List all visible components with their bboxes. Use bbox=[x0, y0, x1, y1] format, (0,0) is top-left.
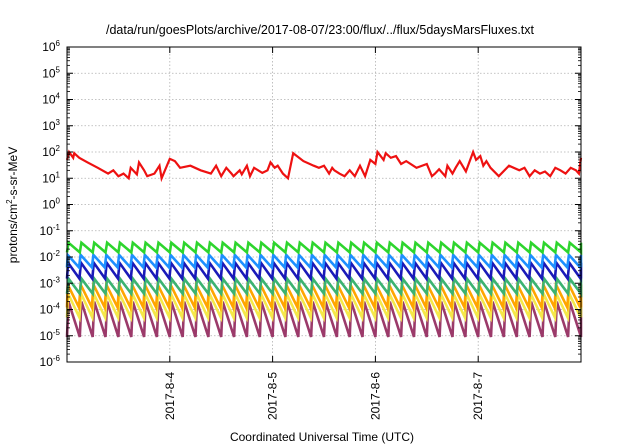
y-tick-label-exp: -4 bbox=[53, 302, 61, 311]
y-tick-label-base: 10 bbox=[40, 303, 54, 317]
y-tick-label-exp: 6 bbox=[56, 39, 61, 48]
sawtooth-series-line bbox=[65, 259, 583, 283]
y-tick-label: 102 bbox=[42, 144, 60, 159]
y-axis-label: protons/cm2-s-sr-MeV bbox=[5, 147, 20, 263]
sawtooth-series-line bbox=[65, 288, 583, 323]
y-tick-label: 105 bbox=[42, 65, 60, 80]
y-tick-label-base: 10 bbox=[42, 66, 56, 80]
y-tick-label-base: 10 bbox=[42, 40, 56, 54]
y-tick-label-exp: -1 bbox=[53, 223, 61, 232]
y-tick-label: 10-1 bbox=[40, 223, 61, 238]
sawtooth-series-line bbox=[65, 251, 583, 271]
sawtooth-series-line bbox=[65, 279, 583, 313]
y-tick-label-exp: 0 bbox=[56, 197, 61, 206]
y-tick-label-exp: -6 bbox=[53, 354, 61, 363]
x-tick-label: 2017-8-7 bbox=[471, 372, 485, 420]
y-tick-label: 10-5 bbox=[40, 328, 61, 343]
y-tick-label-exp: -5 bbox=[53, 328, 61, 337]
y-tick-label-exp: 3 bbox=[56, 118, 61, 127]
y-axis-label-sup: 2 bbox=[5, 199, 14, 204]
y-tick-label: 103 bbox=[42, 118, 60, 133]
y-tick-label-base: 10 bbox=[42, 119, 56, 133]
x-tick-label: 2017-8-6 bbox=[368, 372, 382, 420]
y-tick-label: 101 bbox=[42, 170, 60, 185]
y-tick-label-exp: 4 bbox=[56, 92, 61, 101]
y-tick-label-base: 10 bbox=[42, 93, 56, 107]
x-tick-label: 2017-8-5 bbox=[266, 372, 280, 420]
y-tick-label-base: 10 bbox=[40, 329, 54, 343]
x-axis-label: Coordinated Universal Time (UTC) bbox=[230, 430, 414, 444]
y-tick-label: 100 bbox=[42, 197, 60, 212]
y-tick-label: 10-4 bbox=[40, 302, 61, 317]
y-tick-label-exp: 1 bbox=[56, 170, 61, 179]
y-tick-label-exp: 5 bbox=[56, 65, 61, 74]
y-tick-label: 104 bbox=[42, 92, 60, 107]
y-axis-label-rest: -s-sr-MeV bbox=[6, 147, 20, 200]
y-tick-label: 10-6 bbox=[40, 354, 61, 369]
ticks bbox=[67, 46, 581, 363]
y-tick-label-exp: 2 bbox=[56, 144, 61, 153]
y-tick-label-base: 10 bbox=[42, 145, 56, 159]
chart-title: /data/run/goesPlots/archive/2017-08-07/2… bbox=[106, 23, 535, 37]
x-tick-label: 2017-8-4 bbox=[163, 372, 177, 420]
y-tick-label-base: 10 bbox=[42, 198, 56, 212]
y-tick-label: 106 bbox=[42, 39, 60, 54]
x-tick-labels: 2017-8-4 2017-8-5 2017-8-6 2017-8-7 bbox=[163, 372, 485, 420]
sawtooth-series-line bbox=[65, 275, 583, 298]
y-tick-labels: 10-610-510-410-310-210-11001011021031041… bbox=[40, 39, 61, 369]
red-series-line bbox=[65, 148, 583, 183]
y-tick-label: 10-2 bbox=[40, 249, 61, 264]
y-tick-label-exp: -3 bbox=[53, 275, 61, 284]
y-tick-label: 10-3 bbox=[40, 275, 61, 290]
series-layer bbox=[65, 148, 583, 338]
y-tick-label-base: 10 bbox=[40, 224, 54, 238]
sawtooth-series-line bbox=[65, 240, 583, 256]
y-tick-label-base: 10 bbox=[40, 355, 54, 369]
y-tick-label-base: 10 bbox=[40, 276, 54, 290]
y-axis-label-base: protons/cm bbox=[6, 204, 20, 263]
y-tick-label-base: 10 bbox=[40, 250, 54, 264]
y-tick-label-exp: -2 bbox=[53, 249, 61, 258]
y-tick-label-base: 10 bbox=[42, 171, 56, 185]
